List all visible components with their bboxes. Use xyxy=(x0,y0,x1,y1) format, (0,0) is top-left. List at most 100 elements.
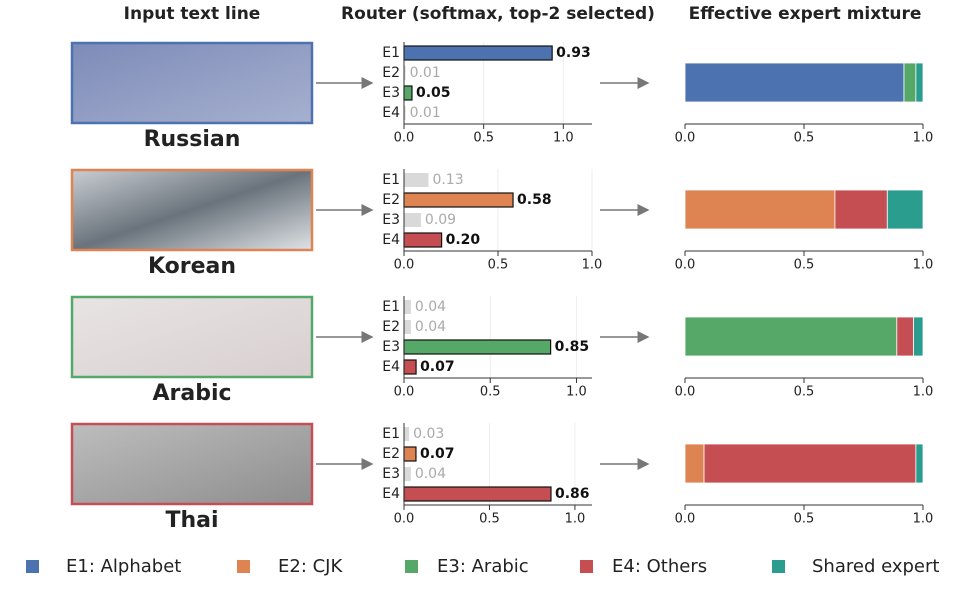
legend-label: E2: CJK xyxy=(278,556,343,577)
x-tick-label: 1.0 xyxy=(582,258,603,273)
x-tick-label: 1.0 xyxy=(553,131,574,146)
bar xyxy=(403,486,552,502)
x-tick-label: 0.5 xyxy=(794,385,815,400)
segment xyxy=(684,62,905,103)
segment xyxy=(834,189,888,230)
bar xyxy=(403,85,413,101)
x-tick-label: 1.0 xyxy=(913,385,934,400)
value-label: 0.04 xyxy=(415,299,446,315)
category-label: E2 xyxy=(382,319,400,335)
category-label: E1 xyxy=(382,426,400,442)
value-label: 0.86 xyxy=(555,486,590,502)
category-label: E3 xyxy=(382,466,400,482)
segment xyxy=(684,443,705,484)
legend-label: E4: Others xyxy=(612,556,707,577)
x-tick-label: 0.5 xyxy=(794,258,815,273)
category-label: E3 xyxy=(382,339,400,355)
category-label: E1 xyxy=(382,45,400,61)
input-image xyxy=(70,295,314,379)
x-tick-label: 0.0 xyxy=(394,131,415,146)
bar xyxy=(403,359,417,375)
x-tick-label: 0.5 xyxy=(480,385,501,400)
bar xyxy=(404,213,421,227)
input-image xyxy=(70,41,314,125)
x-tick-label: 1.0 xyxy=(913,512,934,527)
segment xyxy=(684,316,898,357)
bar xyxy=(404,300,411,314)
value-label: 0.85 xyxy=(555,339,590,355)
value-label: 0.01 xyxy=(410,105,441,121)
x-tick-label: 0.5 xyxy=(488,258,509,273)
category-label: E2 xyxy=(382,446,400,462)
value-label: 0.04 xyxy=(415,319,446,335)
bar xyxy=(403,339,552,355)
x-tick-label: 0.0 xyxy=(675,131,696,146)
x-tick-label: 1.0 xyxy=(913,131,934,146)
legend-swatch xyxy=(580,560,593,573)
bar xyxy=(404,173,429,187)
legend-label: E3: Arabic xyxy=(437,556,529,577)
column-header: Effective expert mixture xyxy=(689,4,922,24)
bar xyxy=(404,320,411,334)
value-label: 0.58 xyxy=(517,192,552,208)
x-tick-label: 0.5 xyxy=(794,131,815,146)
x-tick-label: 0.5 xyxy=(794,512,815,527)
value-label: 0.13 xyxy=(432,172,463,188)
bar xyxy=(404,467,411,481)
value-label: 0.09 xyxy=(425,212,456,228)
category-label: E4 xyxy=(382,359,400,375)
bar xyxy=(403,45,553,61)
x-tick-label: 0.0 xyxy=(675,512,696,527)
segment xyxy=(903,62,917,103)
x-tick-label: 1.0 xyxy=(913,258,934,273)
legend-swatch xyxy=(772,560,785,573)
language-label: Russian xyxy=(144,127,241,152)
legend-swatch xyxy=(237,560,250,573)
x-tick-label: 0.0 xyxy=(675,258,696,273)
input-image xyxy=(70,422,314,506)
x-tick-label: 0.0 xyxy=(394,385,415,400)
segment xyxy=(684,189,836,230)
segment xyxy=(915,62,924,103)
bar xyxy=(403,192,514,208)
category-label: E2 xyxy=(382,65,400,81)
x-tick-label: 0.5 xyxy=(479,512,500,527)
segment xyxy=(915,443,924,484)
value-label: 0.01 xyxy=(410,65,441,81)
value-label: 0.07 xyxy=(420,446,455,462)
value-label: 0.04 xyxy=(415,466,446,482)
segment xyxy=(913,316,924,357)
category-label: E4 xyxy=(382,232,400,248)
column-header: Router (softmax, top-2 selected) xyxy=(341,4,655,24)
value-label: 0.93 xyxy=(556,45,591,61)
category-label: E4 xyxy=(382,486,400,502)
value-label: 0.05 xyxy=(416,85,451,101)
column-header: Input text line xyxy=(124,4,261,24)
category-label: E1 xyxy=(382,172,400,188)
category-label: E3 xyxy=(382,212,400,228)
x-tick-label: 0.0 xyxy=(394,512,415,527)
language-label: Arabic xyxy=(152,381,231,406)
legend-label: Shared expert xyxy=(812,556,939,577)
category-label: E3 xyxy=(382,85,400,101)
value-label: 0.03 xyxy=(413,426,444,442)
legend-label: E1: Alphabet xyxy=(66,556,181,577)
legend-swatch xyxy=(405,560,418,573)
language-label: Korean xyxy=(148,254,236,279)
category-label: E2 xyxy=(382,192,400,208)
x-tick-label: 0.0 xyxy=(675,385,696,400)
x-tick-label: 0.5 xyxy=(473,131,494,146)
category-label: E4 xyxy=(382,105,400,121)
x-tick-label: 1.0 xyxy=(566,385,587,400)
segment xyxy=(896,316,914,357)
bar xyxy=(403,232,443,248)
segment xyxy=(886,189,924,230)
value-label: 0.07 xyxy=(420,359,455,375)
segment xyxy=(703,443,917,484)
legend-swatch xyxy=(26,560,39,573)
input-image xyxy=(70,168,314,252)
category-label: E1 xyxy=(382,299,400,315)
bar xyxy=(404,427,410,441)
bar xyxy=(403,446,417,462)
